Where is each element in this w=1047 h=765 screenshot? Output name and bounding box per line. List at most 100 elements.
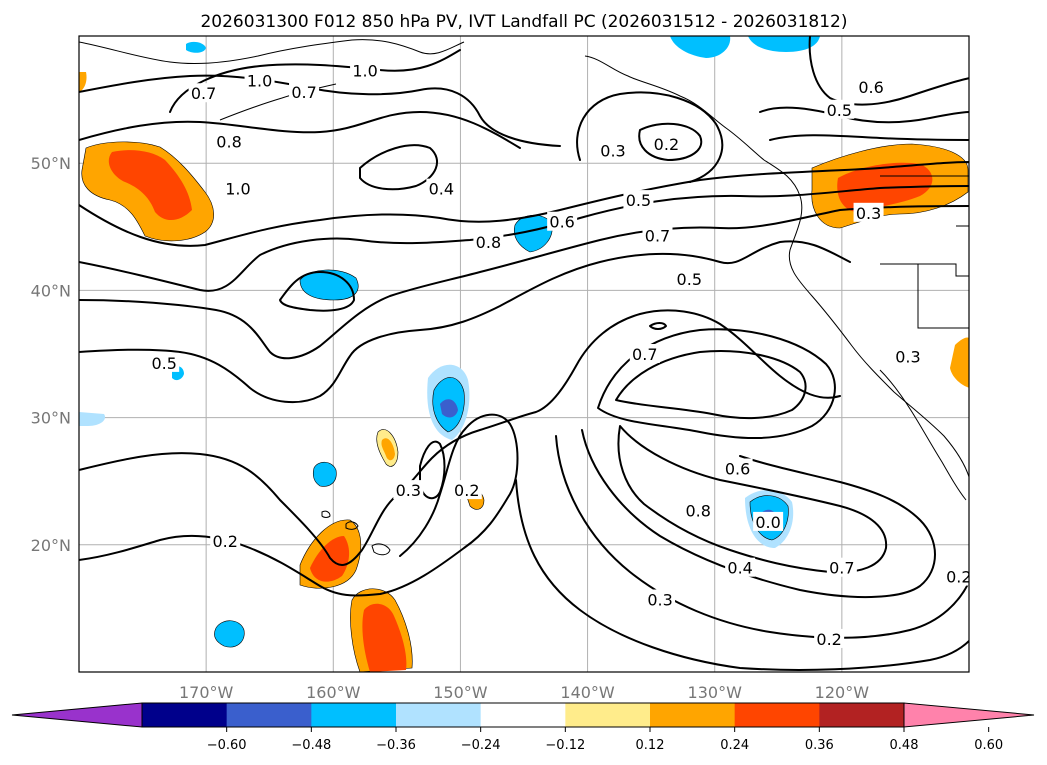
contour-label: 1.0 — [225, 180, 250, 199]
colorbar-swatch — [565, 703, 651, 727]
contour-label-bg — [149, 352, 180, 372]
shading-negative-5 — [214, 620, 245, 648]
contour-line — [79, 161, 969, 247]
shading-negative-3 — [299, 269, 359, 301]
contour-label: 0.2 — [654, 135, 679, 154]
contour-label: 0.8 — [476, 233, 501, 252]
contour-line — [359, 144, 438, 191]
contour-label-bg — [725, 557, 756, 577]
lon-tick-label: 160°W — [306, 683, 361, 702]
colorbar-tick-label: −0.60 — [207, 738, 247, 753]
coast-alaska — [79, 39, 465, 65]
colorbar-frame — [141, 702, 905, 728]
contour-line — [615, 349, 807, 420]
lat-tick-label: 50°N — [31, 154, 71, 173]
contour-label-bg — [674, 268, 705, 288]
contour-label: 0.7 — [645, 227, 670, 246]
lat-tick-label: 30°N — [31, 409, 71, 428]
contour-label: 0.5 — [827, 101, 852, 120]
colorbar-swatch — [396, 703, 482, 727]
shading-negative-6 — [312, 461, 337, 487]
contour-label-bg — [350, 60, 381, 80]
shading-negative-10 — [186, 41, 206, 53]
colorbar-tick-label: −0.36 — [376, 738, 416, 753]
contour-label: 0.2 — [212, 532, 237, 551]
lon-tick-label: 170°W — [179, 683, 234, 702]
contour-line — [581, 429, 936, 599]
contour-label: 0.7 — [291, 83, 316, 102]
contour-label: 0.7 — [829, 559, 854, 578]
gridlines — [79, 36, 969, 672]
colorbar-extend-high — [903, 702, 1035, 728]
colorbar-tick-label: −0.24 — [461, 738, 501, 753]
contour-label-bg — [853, 202, 884, 222]
contour-label-bg — [222, 178, 253, 198]
axis-labels: 170°W 160°W 150°W 140°W 130°W 120°W 50°N 40°N 30… — [31, 154, 870, 702]
contour-line — [169, 49, 461, 113]
contour-label-bg — [289, 81, 320, 101]
shading-positive-small2 — [381, 438, 395, 461]
contour-label: 0.4 — [727, 559, 752, 578]
contour-label: 1.0 — [352, 61, 377, 80]
shading-positive-edge-e — [950, 337, 969, 388]
contour-line — [79, 240, 851, 404]
contour-label: 0.2 — [946, 568, 971, 587]
contour-line — [515, 479, 969, 671]
contour-line — [576, 91, 724, 183]
contour-label: 0.8 — [685, 501, 710, 520]
colorbar-swatch — [226, 703, 312, 727]
contour-label: 0.5 — [151, 354, 176, 373]
colorbar-tick-label: 0.60 — [974, 738, 1003, 753]
colorbar-tick-label: 0.36 — [805, 738, 834, 753]
shading-negative-1c — [440, 399, 458, 418]
colorbar-swatch — [819, 703, 905, 727]
contour-label-bg — [451, 480, 482, 500]
lon-tick-label: 130°W — [688, 683, 743, 702]
contour-label: 0.0 — [755, 513, 780, 532]
coast-hawaii — [321, 510, 391, 556]
contour-label: 0.7 — [191, 84, 216, 103]
contour-label: 0.6 — [549, 213, 574, 232]
contour-line — [79, 413, 519, 597]
coast-north-america — [584, 55, 969, 479]
contour-line — [555, 435, 969, 639]
contour-label: 0.8 — [216, 133, 241, 152]
contour-label-bg — [683, 500, 714, 520]
contour-line — [79, 74, 561, 147]
contour-label-bg — [393, 480, 424, 500]
contour-line — [79, 309, 841, 566]
colorbar-tick-label: 0.24 — [720, 738, 749, 753]
colorbar-tick-label: 0.48 — [890, 738, 919, 753]
contour-label-bg — [722, 458, 753, 478]
shading-layer — [79, 36, 969, 672]
shading-strong-center2 — [362, 603, 407, 672]
contour-label-bg — [645, 589, 676, 609]
lon-tick-label: 140°W — [560, 683, 615, 702]
pv-contours — [79, 36, 969, 671]
colorbar: −0.60 −0.48 −0.36 −0.24 −0.12 0.12 0.24 0.36 0.4… — [11, 702, 1035, 753]
contour-line — [79, 185, 969, 292]
shading-negative-8 — [748, 36, 820, 52]
contour-label-bg — [426, 178, 457, 198]
contour-label-bg — [651, 134, 682, 154]
colorbar-tick-label: −0.48 — [291, 738, 331, 753]
contour-label-bg — [473, 232, 504, 252]
contour-line — [808, 36, 969, 106]
coast-baja — [879, 369, 967, 501]
contour-label: 0.7 — [632, 345, 657, 364]
contour-label-bg — [824, 99, 855, 119]
contour-label-bg — [210, 530, 241, 550]
coast-aleutians — [219, 83, 337, 121]
contour-line — [649, 322, 667, 330]
contour-label-bg — [943, 566, 969, 586]
contour-label-bg — [214, 131, 245, 151]
colorbar-swatch — [311, 703, 397, 727]
lon-tick-label: 120°W — [815, 683, 870, 702]
contour-label-bg — [826, 557, 857, 577]
contour-label: 0.3 — [600, 141, 625, 160]
shading-negative-7 — [670, 36, 731, 58]
contour-labels: 0.7 1.0 0.7 1.0 0.8 1.0 0.4 0.8 0.6 0.5 0.3 0.2 0.7 0… — [149, 60, 971, 649]
map-area: 0.7 1.0 0.7 1.0 0.8 1.0 0.4 0.8 0.6 0.5 0.3 0.2 0.7 0… — [79, 36, 971, 672]
contour-label: 0.2 — [454, 481, 479, 500]
contour-label-bg — [753, 511, 784, 531]
